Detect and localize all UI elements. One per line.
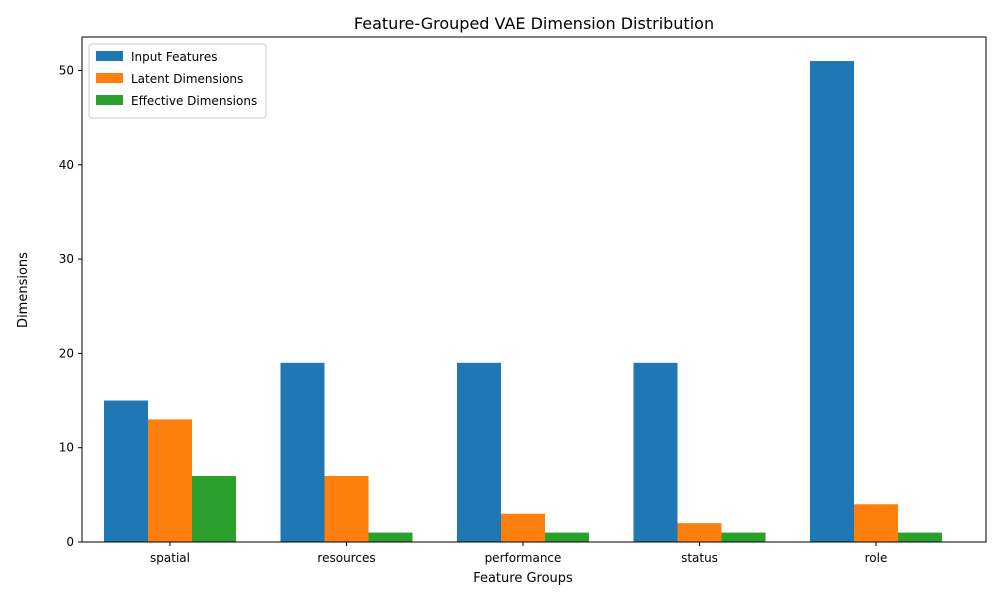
bar-status-effective-dimensions bbox=[721, 532, 766, 542]
plot-frame bbox=[81, 36, 987, 543]
x-tick-label-spatial: spatial bbox=[150, 551, 190, 565]
bar-resources-effective-dimensions bbox=[368, 532, 413, 542]
y-tick-label: 0 bbox=[66, 535, 74, 549]
bar-role-input-features bbox=[810, 61, 854, 543]
bar-status-input-features bbox=[633, 362, 678, 542]
bar-status-latent-dimensions bbox=[677, 523, 722, 542]
bar-resources-input-features bbox=[280, 362, 325, 542]
legend-box bbox=[88, 43, 267, 119]
bar-role-latent-dimensions bbox=[854, 504, 898, 542]
y-axis-label: Dimensions bbox=[16, 252, 31, 328]
legend: Input Features Latent Dimensions Effective… bbox=[88, 43, 267, 119]
bar-resources-latent-dimensions bbox=[324, 475, 369, 542]
bar-role-effective-dimensions bbox=[898, 532, 942, 542]
bar-performance-latent-dimensions bbox=[501, 513, 545, 542]
x-axis: spatial resources performance status role bbox=[150, 542, 887, 565]
bar-performance-effective-dimensions bbox=[545, 532, 589, 542]
bar-performance-input-features bbox=[457, 362, 501, 542]
legend-swatch bbox=[96, 51, 123, 61]
legend-label: Input Features bbox=[131, 50, 217, 64]
bar-spatial-effective-dimensions bbox=[192, 475, 236, 542]
legend-swatch bbox=[96, 95, 123, 105]
x-axis-label: Feature Groups bbox=[473, 571, 573, 586]
bar-spatial-latent-dimensions bbox=[148, 419, 192, 542]
x-tick-label-resources: resources bbox=[317, 551, 375, 565]
y-tick-label: 50 bbox=[59, 63, 74, 77]
legend-label: Latent Dimensions bbox=[131, 72, 243, 86]
bar-spatial-input-features bbox=[104, 400, 148, 542]
x-tick-label-status: status bbox=[681, 551, 718, 565]
bars-group bbox=[104, 61, 942, 543]
y-tick-label: 30 bbox=[59, 252, 74, 266]
x-tick-label-performance: performance bbox=[485, 551, 562, 565]
y-tick-label: 40 bbox=[59, 158, 74, 172]
legend-swatch bbox=[96, 73, 123, 83]
chart-title: Feature-Grouped VAE Dimension Distributi… bbox=[354, 14, 714, 33]
x-tick-label-role: role bbox=[865, 551, 888, 565]
y-tick-label: 10 bbox=[59, 441, 74, 455]
y-axis: 0 10 20 30 40 50 bbox=[59, 63, 82, 549]
legend-label: Effective Dimensions bbox=[131, 94, 257, 108]
y-tick-label: 20 bbox=[59, 346, 74, 360]
